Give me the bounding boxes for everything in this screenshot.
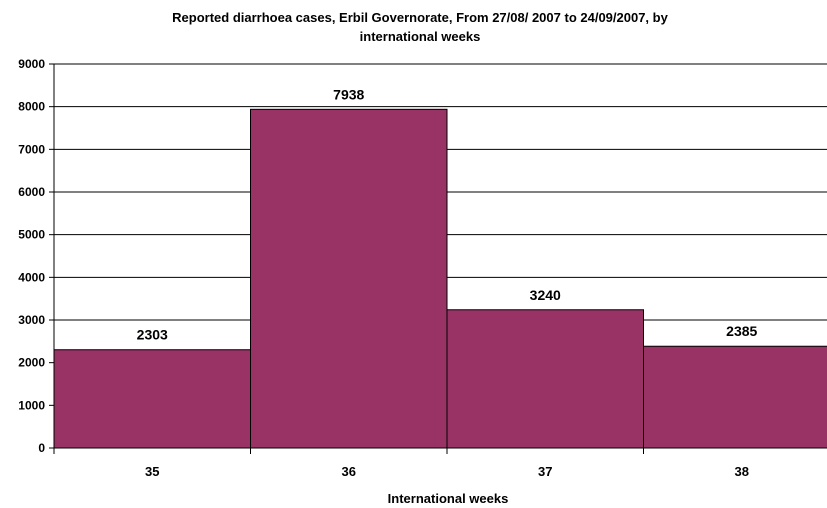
data-label: 7938 xyxy=(333,86,364,102)
y-tick-label: 3000 xyxy=(18,313,45,327)
bar xyxy=(446,309,644,449)
bar xyxy=(643,345,827,449)
y-tick-label: 5000 xyxy=(18,228,45,242)
y-tick-label: 6000 xyxy=(18,185,45,199)
data-label: 2303 xyxy=(137,327,168,343)
bar xyxy=(53,349,251,449)
y-tick-label: 2000 xyxy=(18,356,45,370)
y-tick-label: 8000 xyxy=(18,100,45,114)
x-tick-label: 36 xyxy=(342,464,356,479)
axes: 0 1000 2000 3000 4000 5000 6000 7000 8000 9000 35 3… xyxy=(18,57,827,479)
data-labels: 2303 7938 3240 2385 xyxy=(137,86,758,342)
chart-title-line1: Reported diarrhoea cases, Erbil Governor… xyxy=(172,10,668,25)
y-tick-label: 0 xyxy=(38,441,45,455)
chart-title: Reported diarrhoea cases, Erbil Governor… xyxy=(100,8,740,46)
y-tick-label: 9000 xyxy=(18,57,45,71)
x-tick-label: 38 xyxy=(735,464,749,479)
chart-title-line2: international weeks xyxy=(359,29,481,44)
y-tick-label: 4000 xyxy=(18,270,45,284)
data-label: 2385 xyxy=(726,323,757,339)
y-tick-label: 7000 xyxy=(18,142,45,156)
bars xyxy=(53,108,827,449)
data-label: 3240 xyxy=(530,287,561,303)
bar xyxy=(250,108,448,449)
x-tick-label: 37 xyxy=(538,464,552,479)
x-axis-title: International weeks xyxy=(388,491,509,506)
x-tick-label: 35 xyxy=(145,464,159,479)
y-tick-label: 1000 xyxy=(18,398,45,412)
